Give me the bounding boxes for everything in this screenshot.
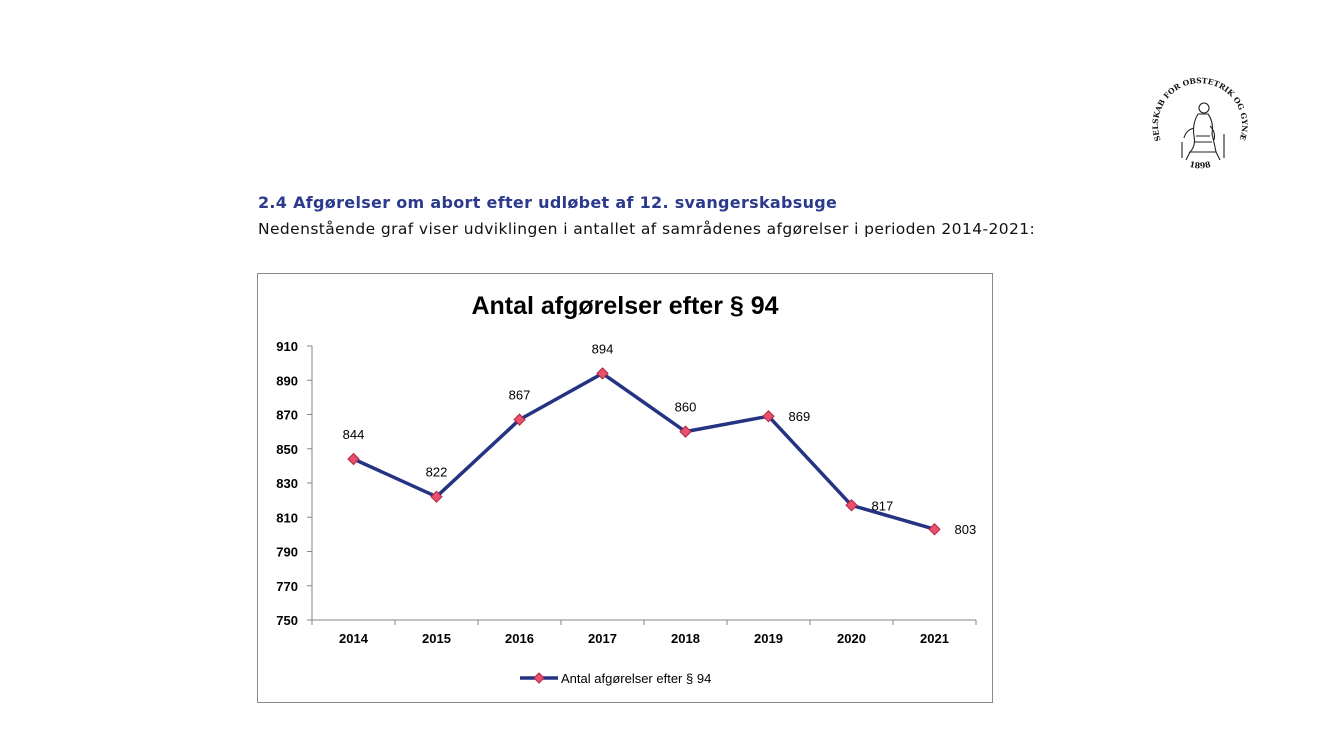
x-tick-label: 2021 [920, 631, 949, 646]
series-line [351, 371, 937, 531]
data-point-marker [845, 499, 858, 512]
data-label: 869 [789, 409, 811, 424]
y-tick-label: 750 [276, 613, 298, 628]
section-heading: 2.4 Afgørelser om abort efter udløbet af… [258, 193, 838, 212]
svg-text:1898: 1898 [1189, 159, 1212, 171]
x-tick-label: 2015 [422, 631, 451, 646]
logo-society-name: DANSK SELSKAB FOR OBSTETRIK OG GYNÆKOLOG… [1144, 72, 1249, 142]
data-point-marker [430, 490, 443, 503]
data-point-marker [513, 413, 526, 426]
data-label: 817 [872, 498, 894, 513]
data-label: 803 [955, 522, 977, 537]
legend-marker-swatch [533, 672, 545, 684]
y-tick-label: 810 [276, 510, 298, 525]
logo-year: 1898 [1189, 159, 1212, 171]
data-label: 894 [592, 341, 614, 356]
chart-frame: Antal afgørelser efter § 94 750 770 790 810… [257, 273, 993, 703]
y-tick-label: 830 [276, 476, 298, 491]
y-tick-label: 790 [276, 545, 298, 560]
y-tick-label: 770 [276, 579, 298, 594]
legend-label: Antal afgørelser efter § 94 [561, 671, 711, 686]
x-tick-label: 2017 [588, 631, 617, 646]
data-label: 867 [509, 388, 531, 403]
x-tick-label: 2020 [837, 631, 866, 646]
data-label: 844 [343, 427, 365, 442]
x-tick-label: 2019 [754, 631, 783, 646]
chart-title: Antal afgørelser efter § 94 [471, 292, 779, 320]
data-point-marker [347, 452, 360, 466]
data-label: 822 [426, 465, 448, 480]
intro-text: Nedenstående graf viser udviklingen i an… [258, 220, 1036, 238]
y-tick-label: 870 [276, 408, 298, 423]
x-tick-label: 2016 [505, 631, 534, 646]
y-tick-label: 910 [276, 339, 298, 354]
y-tick-label: 890 [276, 373, 298, 388]
y-tick-label: 850 [276, 442, 298, 457]
x-tick-label: 2018 [671, 631, 700, 646]
x-tick-label: 2014 [339, 631, 369, 646]
svg-text:DANSK SELSKAB FOR OBSTETRIK OG: DANSK SELSKAB FOR OBSTETRIK OG GYNÆKOLOG… [1144, 72, 1249, 142]
data-point-marker [928, 523, 941, 536]
data-point-marker [679, 425, 692, 438]
data-point-marker [596, 367, 609, 380]
line-chart: 750 770 790 810 830 850 870 890 910 2014 2015 2016 2… [276, 339, 977, 686]
data-point-marker [762, 410, 775, 423]
society-seal-icon: DANSK SELSKAB FOR OBSTETRIK OG GYNÆKOLOG… [1144, 72, 1249, 171]
data-label: 860 [675, 400, 697, 415]
